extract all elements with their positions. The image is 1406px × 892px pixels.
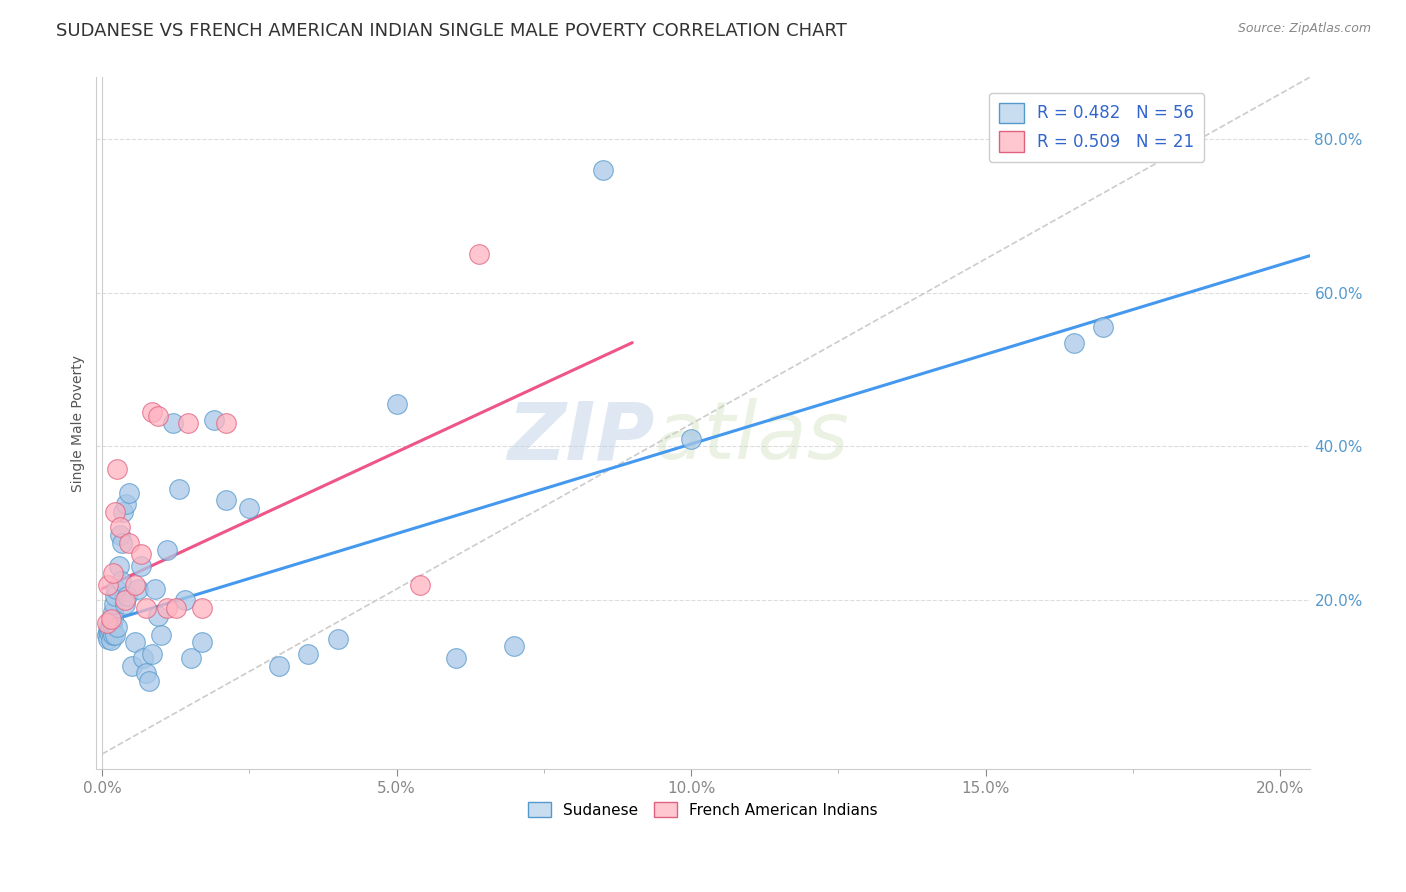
Point xyxy=(165,600,187,615)
Point xyxy=(1092,320,1115,334)
Point xyxy=(135,666,157,681)
Point xyxy=(176,417,198,431)
Point xyxy=(143,582,166,596)
Point xyxy=(681,432,703,446)
Text: ZIP: ZIP xyxy=(508,398,654,476)
Point xyxy=(100,633,122,648)
Point xyxy=(1063,335,1085,350)
Point xyxy=(173,593,195,607)
Point xyxy=(98,623,121,637)
Point xyxy=(191,600,214,615)
Point xyxy=(100,612,122,626)
Point xyxy=(105,462,128,476)
Point xyxy=(114,497,136,511)
Point xyxy=(267,658,290,673)
Point xyxy=(108,520,131,534)
Point xyxy=(114,593,136,607)
Point xyxy=(101,617,124,632)
Point xyxy=(115,590,138,604)
Point xyxy=(96,628,118,642)
Point xyxy=(156,543,179,558)
Point xyxy=(409,578,432,592)
Point xyxy=(97,632,120,646)
Point xyxy=(138,673,160,688)
Point xyxy=(132,650,155,665)
Point xyxy=(108,528,131,542)
Point xyxy=(191,635,214,649)
Point xyxy=(97,620,120,634)
Point xyxy=(100,615,122,629)
Point xyxy=(215,493,238,508)
Point xyxy=(148,608,170,623)
Point xyxy=(104,582,127,596)
Point xyxy=(129,558,152,573)
Point xyxy=(98,625,121,640)
Point xyxy=(468,247,491,261)
Point xyxy=(385,397,408,411)
Point xyxy=(118,535,141,549)
Point xyxy=(101,566,124,581)
Point xyxy=(297,647,319,661)
Point xyxy=(111,535,134,549)
Point xyxy=(592,162,614,177)
Point xyxy=(101,628,124,642)
Point xyxy=(96,616,118,631)
Point xyxy=(180,650,202,665)
Point xyxy=(105,620,128,634)
Point xyxy=(141,647,163,661)
Point xyxy=(148,409,170,423)
Point xyxy=(156,600,179,615)
Point xyxy=(103,605,125,619)
Text: Source: ZipAtlas.com: Source: ZipAtlas.com xyxy=(1237,22,1371,36)
Legend: Sudanese, French American Indians: Sudanese, French American Indians xyxy=(522,796,884,824)
Point xyxy=(110,574,132,588)
Point xyxy=(202,412,225,426)
Point xyxy=(103,597,125,611)
Point xyxy=(162,417,184,431)
Point xyxy=(503,640,526,654)
Point xyxy=(111,505,134,519)
Point xyxy=(127,582,149,596)
Point xyxy=(326,632,349,646)
Point xyxy=(141,405,163,419)
Y-axis label: Single Male Poverty: Single Male Poverty xyxy=(72,355,86,491)
Point xyxy=(114,597,136,611)
Point xyxy=(97,578,120,592)
Point xyxy=(96,624,118,638)
Point xyxy=(150,628,173,642)
Point xyxy=(101,612,124,626)
Point xyxy=(104,590,127,604)
Point xyxy=(107,558,129,573)
Point xyxy=(104,628,127,642)
Text: SUDANESE VS FRENCH AMERICAN INDIAN SINGLE MALE POVERTY CORRELATION CHART: SUDANESE VS FRENCH AMERICAN INDIAN SINGL… xyxy=(56,22,846,40)
Point xyxy=(444,650,467,665)
Point xyxy=(135,600,157,615)
Point xyxy=(104,505,127,519)
Point xyxy=(129,547,152,561)
Point xyxy=(215,417,238,431)
Point xyxy=(238,500,260,515)
Point xyxy=(124,578,146,592)
Point xyxy=(167,482,190,496)
Point xyxy=(118,485,141,500)
Text: atlas: atlas xyxy=(654,398,849,476)
Point xyxy=(121,658,143,673)
Point xyxy=(124,635,146,649)
